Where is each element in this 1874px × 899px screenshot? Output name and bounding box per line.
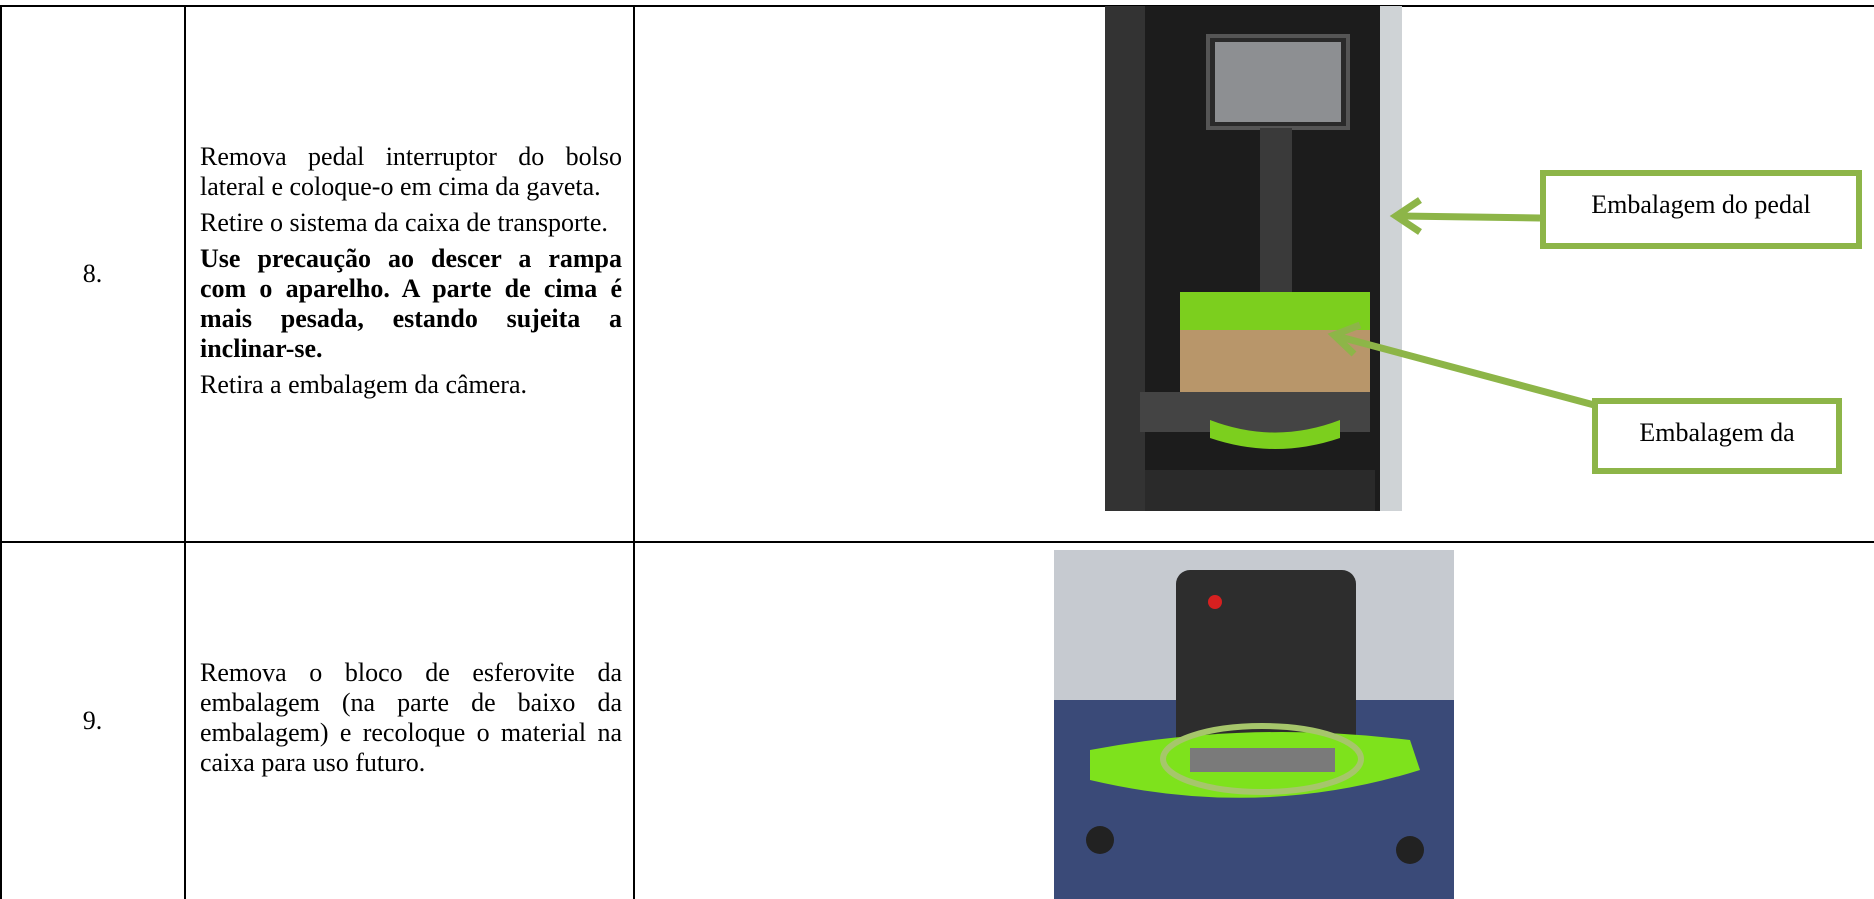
border	[0, 541, 1874, 543]
step-number: 9.	[82, 706, 103, 735]
arrows	[1327, 197, 1614, 414]
paragraph: Remova pedal interruptor do bolso latera…	[200, 142, 622, 201]
border	[633, 6, 635, 899]
border	[0, 5, 1874, 7]
paragraph: Remova o bloco de esferovite da embalage…	[200, 658, 622, 777]
step-text: Remova o bloco de esferovite da embalage…	[200, 543, 622, 899]
paragraph: Retire o sistema da caixa de transporte.	[200, 208, 608, 237]
paragraph: Retira a embalagem da câmera.	[200, 370, 527, 399]
photo-base	[1054, 550, 1454, 899]
step-number: 8.	[82, 259, 103, 288]
border	[0, 6, 2, 899]
paragraph: Use precaução ao descer a rampa com o ap…	[200, 244, 622, 363]
callout: Embalagem da	[1592, 398, 1842, 474]
callout: Embalagem do pedal	[1540, 170, 1862, 249]
border	[184, 6, 186, 899]
photo-cabinet	[1105, 6, 1402, 511]
step-text: Remova pedal interruptor do bolso latera…	[200, 7, 622, 541]
